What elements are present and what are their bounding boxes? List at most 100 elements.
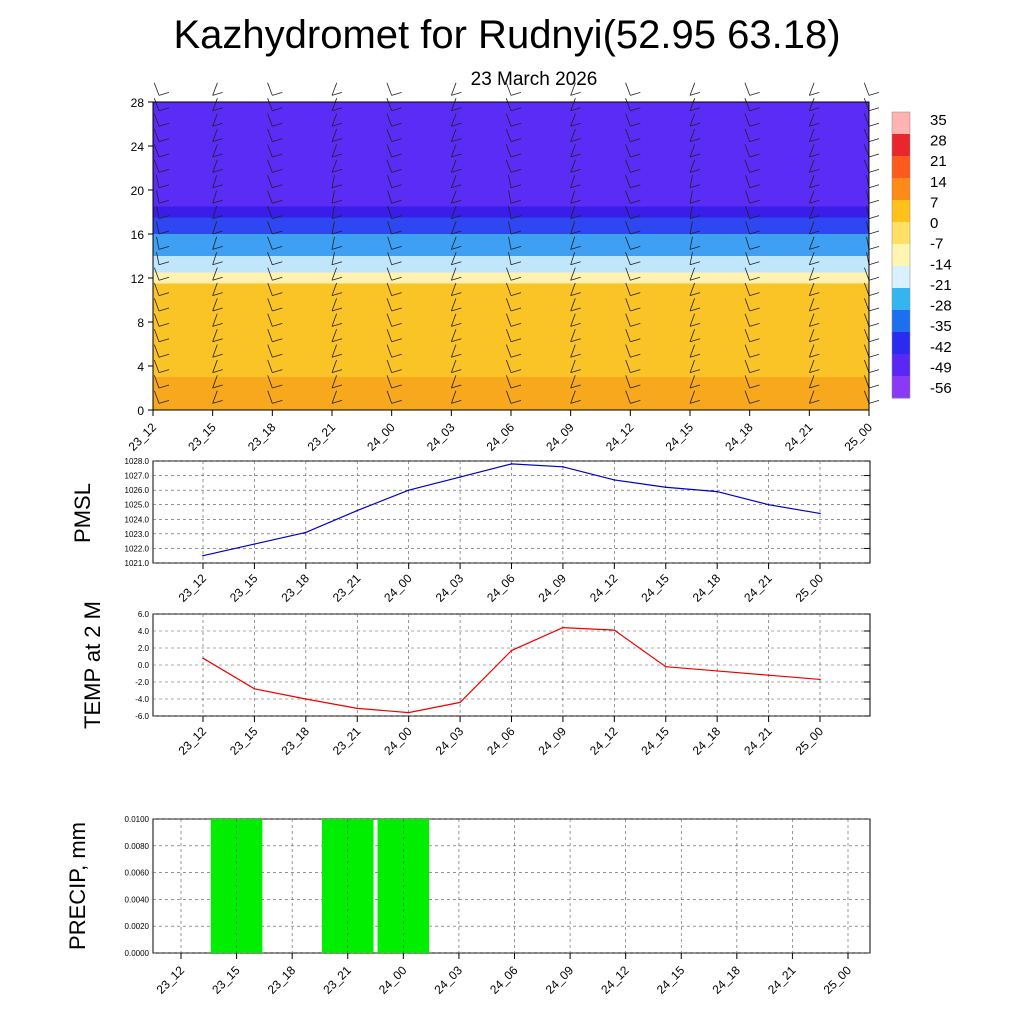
wind-barb	[689, 113, 696, 127]
wind-barb-flag	[391, 353, 402, 358]
wind-barb-flag	[510, 276, 522, 281]
data-point	[716, 490, 718, 493]
wind-barb	[212, 313, 218, 327]
wind-barb	[331, 329, 337, 342]
colorbar-label: -14	[930, 256, 952, 273]
wind-barb-flag	[451, 230, 462, 235]
x-tick-label: 23_18	[278, 724, 312, 758]
wind-barb	[331, 236, 335, 250]
y-tick-label: 28	[131, 96, 145, 110]
wind-barb-flag	[272, 292, 283, 296]
wind-barb	[508, 205, 512, 219]
wind-barb	[744, 298, 751, 312]
data-point	[664, 486, 667, 489]
wind-barb	[808, 390, 815, 404]
wind-barb	[689, 190, 693, 204]
x-tick-label: 24_03	[433, 571, 467, 605]
data-point	[202, 657, 204, 659]
data-point	[562, 626, 564, 629]
wind-barb	[625, 128, 631, 142]
y-tick-label: 0	[137, 404, 144, 418]
wind-barb-flag	[868, 307, 880, 312]
x-tick-label: 24_09	[543, 420, 577, 454]
wind-barb	[267, 329, 273, 342]
x-tick-label: 23_18	[245, 420, 279, 454]
data-point	[819, 678, 821, 681]
wind-barb	[331, 159, 338, 173]
colorbar-label: 7	[930, 194, 938, 211]
x-tick-label: 23_15	[227, 724, 261, 758]
wind-barb	[331, 390, 337, 404]
wind-barb	[267, 190, 273, 204]
data-point	[767, 503, 770, 506]
y-tick-label: 1023.0	[125, 530, 150, 539]
wind-barb-flag	[212, 215, 223, 219]
wind-barb	[689, 329, 695, 342]
wind-barb	[689, 375, 695, 389]
wind-barb	[212, 128, 218, 142]
wind-barb-flag	[331, 369, 343, 373]
wind-barb	[450, 221, 457, 235]
wind-barb	[808, 344, 815, 358]
wind-barb	[744, 282, 751, 296]
wind-barb-flag	[809, 369, 820, 373]
wind-barb	[153, 98, 160, 111]
wind-barb	[331, 359, 337, 373]
wind-barb	[508, 236, 512, 250]
wind-barb-flag	[510, 384, 522, 389]
wind-barb	[625, 359, 631, 373]
x-tick-label: 24_21	[741, 724, 775, 758]
wind-barb	[267, 252, 273, 265]
wind-barb	[386, 267, 393, 281]
wind-barb	[212, 344, 218, 358]
y-tick-label: 1021.0	[125, 559, 150, 568]
wind-barb	[156, 236, 160, 250]
wind-barb-flag	[630, 276, 641, 281]
wind-barb-flag	[212, 369, 223, 373]
wind-barb	[625, 98, 631, 111]
x-tick-label: 23_21	[320, 963, 354, 997]
data-point	[305, 698, 307, 700]
wind-barb-flag	[689, 307, 701, 312]
wind-barb-flag	[689, 107, 701, 112]
wind-barb-flag	[158, 261, 170, 266]
wind-barb	[744, 82, 751, 96]
wind-barb-flag	[158, 353, 170, 358]
wind-barb	[689, 128, 696, 142]
data-point	[819, 512, 821, 515]
wind-barb	[625, 221, 631, 235]
wind-barb	[625, 252, 631, 265]
wind-barb-flag	[689, 369, 701, 373]
wind-barb	[808, 375, 815, 389]
x-tick-label: 24_18	[690, 571, 724, 605]
wind-barb	[331, 98, 338, 111]
y-tick-label: 1024.0	[125, 515, 150, 524]
colorbar-label: -28	[930, 298, 952, 315]
wind-barb	[744, 128, 751, 142]
wind-barb	[689, 236, 693, 250]
wind-barb	[387, 190, 393, 204]
x-tick-label: 24_21	[765, 963, 799, 997]
wind-barb	[267, 98, 273, 111]
wind-barb	[450, 113, 457, 127]
wind-barb	[506, 282, 512, 296]
x-tick-label: 24_06	[484, 571, 518, 605]
wind-barb-flag	[272, 338, 283, 343]
colorbar-segment	[892, 376, 910, 399]
wind-barb-flag	[272, 369, 283, 373]
wind-barb	[154, 298, 160, 312]
wind-barb-flag	[809, 199, 820, 204]
wind-barb-flag	[809, 323, 820, 327]
wind-barb	[508, 221, 512, 235]
y-tick-label: 2.0	[138, 644, 150, 653]
wind-barb-flag	[272, 92, 283, 96]
wind-barb-flag	[272, 246, 283, 250]
x-tick-label: 23_21	[305, 420, 339, 454]
x-tick-label: 24_12	[587, 571, 621, 605]
x-tick-label: 24_15	[663, 420, 697, 454]
wind-barb-flag	[272, 122, 283, 127]
wind-barb	[386, 159, 393, 173]
x-tick-label: 23_15	[209, 963, 243, 997]
x-tick-label: 24_18	[690, 724, 724, 758]
wind-barb-flag	[749, 384, 760, 389]
